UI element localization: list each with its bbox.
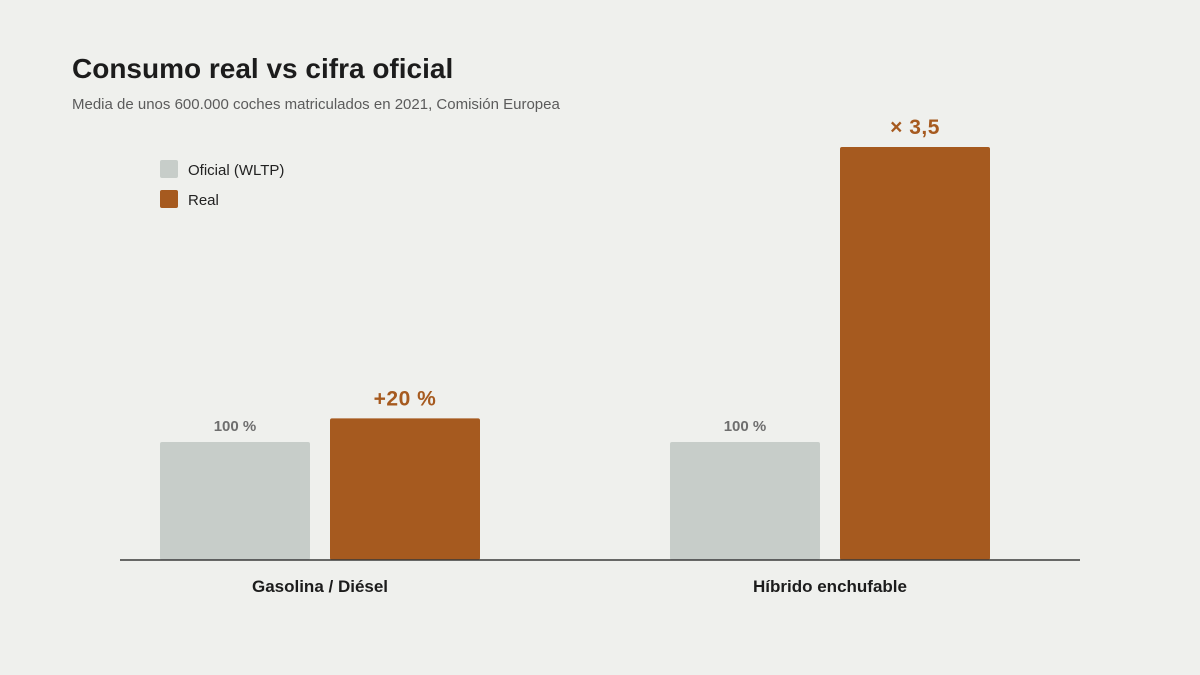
data-label-official-2: 100 % [724,418,767,435]
legend-label-real: Real [188,192,219,209]
bar-real-1 [330,418,480,560]
data-label-official-1: 100 % [214,418,257,435]
legend-label-official: Oficial (WLTP) [188,162,284,179]
x-axis-labels: Gasolina / Diésel Híbrido enchufable [252,577,907,596]
bar-real-2 [840,147,990,560]
category-label-1: Gasolina / Diésel [252,577,388,596]
data-label-real-2: × 3,5 [890,116,940,139]
bar-official-2 [670,442,820,560]
legend-swatch-real [160,190,178,208]
bar-labels: 100 % +20 % 100 % × 3,5 [214,116,940,435]
chart-title: Consumo real vs cifra oficial [72,53,453,84]
bars [160,147,990,560]
legend-swatch-official [160,160,178,178]
legend: Oficial (WLTP) Real [160,160,284,209]
chart-subtitle: Media de unos 600.000 coches matriculado… [72,96,560,113]
data-label-real-1: +20 % [374,387,437,410]
category-label-2: Híbrido enchufable [753,577,907,596]
bar-official-1 [160,442,310,560]
